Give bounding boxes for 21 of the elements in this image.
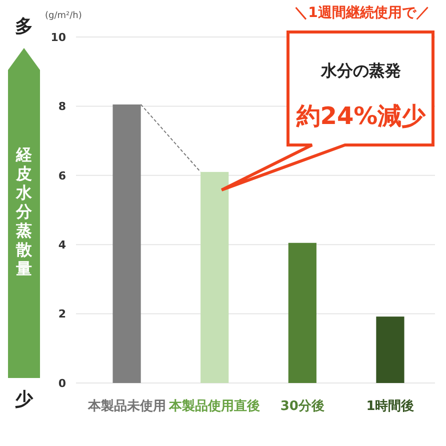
bar	[288, 242, 316, 383]
bar	[112, 104, 141, 383]
text: (g/m²/h)	[45, 11, 82, 21]
y-tick-label: 8	[58, 100, 66, 114]
x-tick-label: 30分後	[280, 398, 324, 414]
x-tick-label: 1時間後	[366, 398, 414, 414]
x-tick-label: 本製品使用直後	[168, 398, 260, 414]
y-tick-label: 4	[58, 238, 66, 252]
y-tick-label: 2	[58, 308, 66, 321]
bar	[200, 172, 229, 383]
text: 多	[15, 16, 33, 37]
y-axis-title: 経皮水分蒸散量	[15, 145, 33, 278]
x-tick-label: 本製品未使用	[86, 399, 166, 414]
annotation: 水分の蒸発	[320, 61, 401, 80]
bar	[376, 316, 404, 383]
annotation: 約24%減少	[295, 102, 427, 130]
y-tick-label: 0	[58, 376, 66, 390]
y-tick-label: 6	[58, 169, 66, 182]
y-tick-label: 10	[50, 30, 66, 44]
text: 少	[15, 389, 34, 410]
text: ＼1週間継続使用で／	[294, 5, 430, 21]
